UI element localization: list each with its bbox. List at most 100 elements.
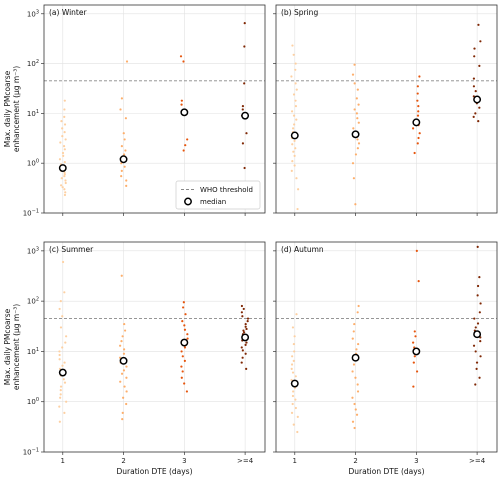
data-point [245, 367, 248, 370]
data-point [477, 120, 480, 123]
data-point [354, 153, 358, 156]
data-point [61, 346, 64, 349]
data-point [297, 188, 300, 191]
data-point [418, 132, 421, 135]
data-point [416, 85, 419, 88]
data-point [475, 361, 479, 364]
data-point [292, 53, 295, 56]
data-point [474, 112, 477, 115]
data-point [294, 99, 297, 102]
data-point [63, 171, 66, 174]
data-point [125, 365, 128, 368]
data-point [472, 115, 475, 118]
median-marker [412, 347, 421, 356]
data-point [122, 153, 126, 156]
data-point [65, 400, 68, 403]
data-point [121, 335, 124, 338]
data-point [119, 108, 122, 111]
data-point [241, 356, 244, 359]
x-tick-label: 2 [121, 457, 125, 465]
data-point [182, 60, 185, 63]
data-point [122, 352, 126, 355]
data-point [125, 184, 128, 187]
data-point [357, 142, 361, 145]
data-point [60, 120, 63, 123]
data-point [291, 371, 295, 374]
data-point [180, 103, 183, 106]
data-point [120, 274, 123, 277]
data-point [181, 320, 184, 323]
median-marker [180, 108, 189, 117]
data-point [123, 165, 126, 168]
data-point [291, 326, 295, 329]
y-tick-label: 102 [27, 297, 39, 306]
y-tick-label: 101 [27, 347, 39, 356]
data-point [295, 313, 298, 316]
panel-frame [275, 241, 498, 453]
data-point [61, 186, 64, 189]
data-point [120, 169, 123, 173]
data-point [63, 411, 66, 414]
data-point [292, 114, 296, 117]
data-point [472, 77, 475, 80]
data-point [474, 350, 477, 353]
median-marker [290, 131, 299, 140]
data-point [120, 145, 123, 148]
data-point [183, 324, 186, 327]
data-point [291, 44, 294, 47]
data-point [63, 108, 66, 111]
data-point [60, 177, 63, 180]
data-point [295, 177, 298, 180]
data-point [356, 147, 359, 150]
legend: WHO threshold median [175, 180, 261, 210]
data-point [63, 381, 67, 384]
median-marker [473, 330, 482, 339]
data-point [352, 330, 355, 333]
data-point [58, 158, 62, 161]
median-marker [180, 338, 189, 347]
data-point [64, 191, 67, 194]
data-point [474, 326, 477, 329]
data-point [473, 317, 476, 320]
data-point [122, 369, 126, 372]
x-tick-label: >=4 [469, 457, 486, 465]
data-point [240, 346, 243, 349]
data-point [296, 430, 299, 434]
data-point [355, 413, 359, 416]
data-point [472, 344, 476, 347]
data-point [476, 245, 479, 248]
data-point [240, 304, 244, 308]
data-point [412, 361, 415, 364]
data-point [180, 376, 183, 379]
data-point [353, 82, 356, 85]
legend-box [175, 180, 261, 210]
data-point [292, 93, 296, 96]
data-point [243, 45, 246, 48]
data-point [183, 359, 186, 362]
data-point [63, 175, 66, 178]
data-point [63, 188, 66, 191]
data-point [294, 68, 297, 71]
data-point [241, 108, 244, 111]
data-point [296, 207, 299, 211]
data-point [59, 393, 62, 396]
data-point [61, 151, 65, 155]
data-point [240, 361, 243, 364]
data-point [63, 173, 66, 176]
data-point [352, 127, 355, 130]
y-tick-label: 100 [27, 397, 39, 406]
data-point [475, 367, 478, 370]
data-point [123, 322, 126, 326]
data-point [61, 260, 65, 264]
data-point [353, 63, 356, 66]
y-tick-label: 10−1 [23, 209, 39, 218]
data-point [242, 331, 246, 334]
data-point [63, 99, 66, 102]
data-point [294, 62, 297, 65]
data-point [63, 148, 66, 151]
data-point [416, 114, 420, 117]
data-point [62, 145, 66, 148]
data-point [245, 341, 248, 344]
panel-c: (c) Summer 10−1 100 101 102 103 1 2 3 >=4 Duration… [3, 241, 266, 476]
data-point [479, 355, 482, 358]
